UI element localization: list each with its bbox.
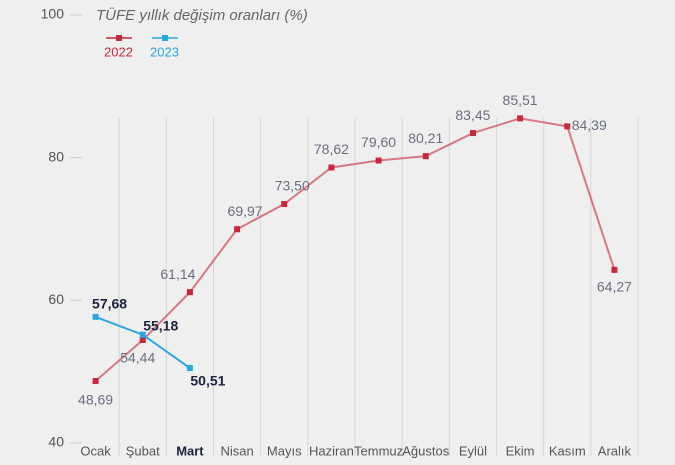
point [517,115,524,122]
x-tick-label: Mart [176,443,204,458]
x-tick-label: Şubat [126,443,160,458]
point [92,378,99,385]
point [92,313,99,320]
point [375,157,382,164]
data-label: 69,97 [228,203,263,219]
y-tick-label: 40 [48,434,64,450]
point [186,289,193,296]
point [469,130,476,137]
data-label: 80,21 [408,130,443,146]
y-tick-label: 60 [48,291,64,307]
data-label: 64,27 [597,279,632,295]
legend-label: 2022 [104,44,133,59]
y-tick-label: 80 [48,148,64,164]
legend-marker [162,35,168,41]
data-label: 85,51 [503,92,538,108]
point [281,201,288,208]
x-tick-label: Ekim [506,443,535,458]
data-label: 83,45 [455,107,490,123]
data-label: 79,60 [361,134,396,150]
x-tick-label: Mayıs [267,443,302,458]
data-label: 55,18 [143,317,178,333]
point [611,266,618,273]
data-label: 73,50 [275,178,310,194]
point [139,336,146,343]
data-label: 54,44 [120,350,155,366]
x-tick-label: Ağustos [402,443,449,458]
point [234,226,241,233]
data-label: 61,14 [160,266,195,282]
point [328,164,335,171]
legend-marker [116,35,122,41]
data-label: 84,39 [572,117,607,133]
y-tick-label: 100 [41,6,65,22]
point [186,365,193,372]
data-label: 50,51 [190,373,225,389]
data-label: 78,62 [314,141,349,157]
x-tick-label: Ocak [80,443,111,458]
x-tick-label: Temmuz [354,443,403,458]
x-tick-label: Aralık [598,443,632,458]
chart-title: TÜFE yıllık değişim oranları (%) [96,6,308,24]
x-tick-label: Kasım [549,443,586,458]
x-tick-label: Eylül [459,443,487,458]
x-tick-label: Nisan [220,443,253,458]
data-label: 57,68 [92,296,127,312]
x-tick-label: Haziran [309,443,354,458]
data-label: 48,69 [78,392,113,408]
point [422,153,429,160]
series-line [94,117,616,382]
legend-label: 2023 [150,44,179,59]
point [139,331,146,338]
point [564,123,571,130]
